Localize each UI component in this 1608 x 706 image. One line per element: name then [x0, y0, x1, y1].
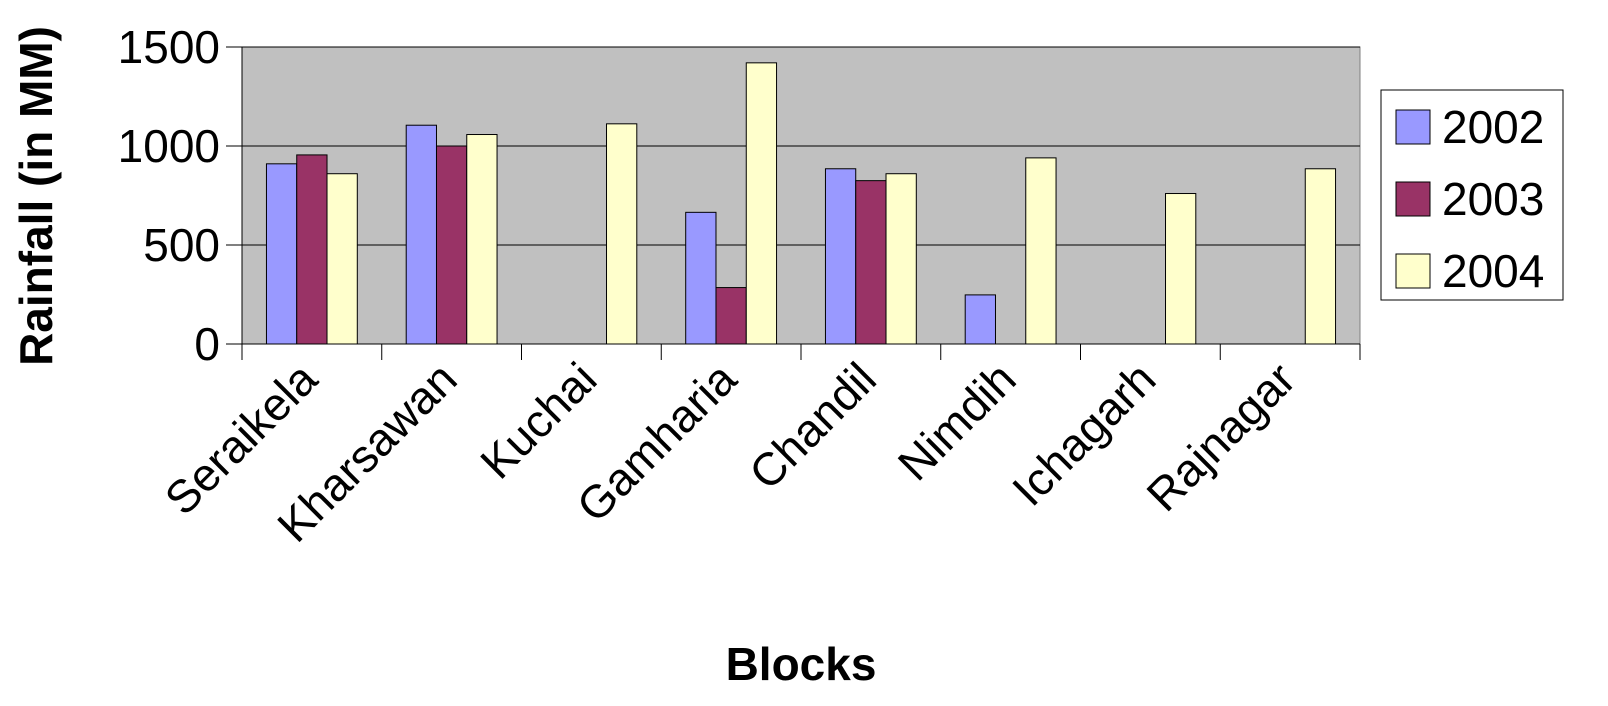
y-tick-label: 1500 [118, 21, 220, 73]
legend-label-2003: 2003 [1442, 173, 1544, 225]
legend-swatch-2003 [1395, 181, 1431, 217]
bar-2004-gamharia [745, 62, 778, 345]
y-tick-label: 500 [143, 219, 220, 271]
bar-2003-chandil [855, 180, 887, 345]
y-tick-label: 1000 [118, 120, 220, 172]
y-axis-title: Rainfall (in MM) [10, 26, 62, 366]
x-axis-title: Blocks [726, 638, 877, 690]
x-category-label: Rajnagar [1136, 352, 1305, 521]
y-tick-label: 0 [194, 318, 220, 370]
legend-label-2002: 2002 [1442, 101, 1544, 153]
legend: 2002 2003 2004 [1380, 89, 1564, 301]
x-category-label: Ichagarh [1002, 352, 1165, 515]
bar-2004-nimdih [1025, 157, 1057, 345]
bar-2002-nimdih [964, 294, 996, 345]
legend-swatch-2004 [1395, 253, 1431, 289]
bar-2004-kuchai [606, 123, 638, 345]
bar-2002-kharsawan [405, 124, 437, 345]
x-category-label: Kuchai [470, 352, 606, 488]
bar-2004-kharsawan [466, 134, 498, 345]
bar-2002-seraikela [265, 163, 298, 345]
bars [265, 62, 1337, 345]
x-category-label: Nimdih [888, 352, 1026, 490]
bar-2003-kharsawan [435, 145, 468, 345]
y-axis: 0 500 1000 1500 [118, 21, 243, 370]
bar-2004-rajnagar [1304, 168, 1337, 345]
bar-2004-chandil [885, 173, 917, 345]
bar-2003-gamharia [715, 287, 747, 345]
bar-2003-seraikela [296, 154, 328, 345]
legend-swatch-2002 [1395, 109, 1431, 145]
bar-2004-seraikela [326, 173, 358, 345]
x-category-label: Chandil [739, 352, 886, 499]
bar-2002-gamharia [685, 211, 717, 345]
legend-label-2004: 2004 [1442, 245, 1544, 297]
bar-2004-ichagarh [1165, 193, 1197, 345]
bar-2002-chandil [824, 168, 857, 345]
